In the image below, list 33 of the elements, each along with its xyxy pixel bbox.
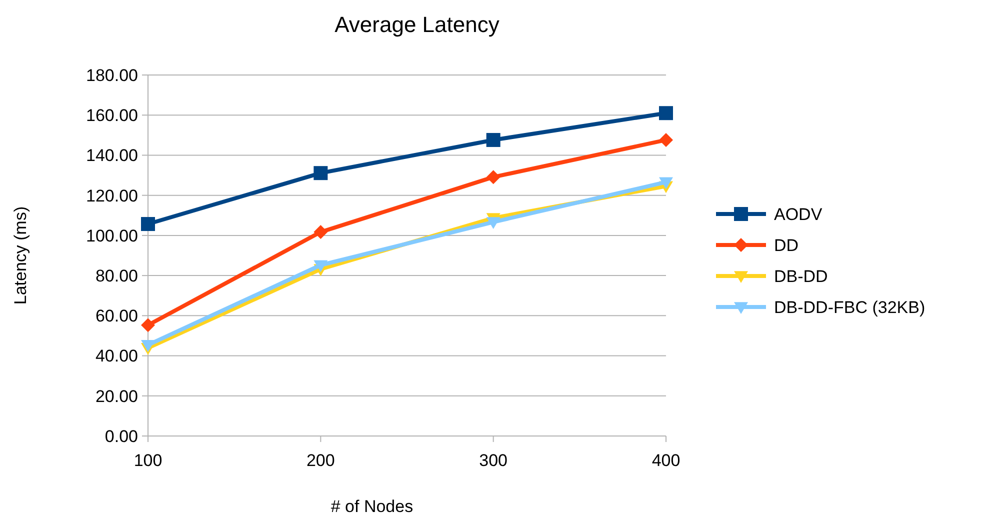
point (486, 170, 500, 184)
y-axis-title: Latency (ms) (11, 206, 30, 305)
y-tick-label: 40.00 (95, 346, 138, 366)
point (141, 318, 155, 332)
legend-label: DB-DD-FBC (32KB) (774, 298, 926, 317)
point (659, 106, 673, 120)
x-tick-label: 200 (306, 451, 335, 470)
y-tick-label: 120.00 (86, 186, 138, 206)
y-tick-label: 140.00 (86, 146, 138, 166)
y-tick-label: 0.00 (104, 426, 138, 446)
point (486, 132, 500, 147)
y-tick-label: 180.00 (86, 66, 138, 85)
legend-label: DB-DD (774, 266, 828, 286)
point (314, 225, 328, 240)
y-tick-label: 60.00 (95, 306, 138, 326)
y-tick-label: 100.00 (86, 226, 138, 246)
y-tick-label: 80.00 (95, 266, 138, 286)
x-axis-title: # of Nodes (330, 497, 414, 516)
point (141, 340, 155, 352)
point (141, 217, 155, 232)
y-tick-label: 160.00 (86, 106, 138, 126)
x-tick-label: 300 (479, 451, 508, 470)
point (314, 260, 328, 272)
legend-label: DD (774, 236, 799, 255)
point (486, 217, 500, 230)
y-tick-label: 20.00 (95, 386, 138, 406)
point (659, 177, 673, 190)
x-tick-label: 100 (134, 451, 162, 470)
point (659, 132, 673, 147)
chart-title: Average Latency (334, 12, 500, 37)
x-tick-label: 400 (652, 451, 680, 470)
legend-label: AODV (774, 204, 823, 224)
point (314, 166, 328, 180)
